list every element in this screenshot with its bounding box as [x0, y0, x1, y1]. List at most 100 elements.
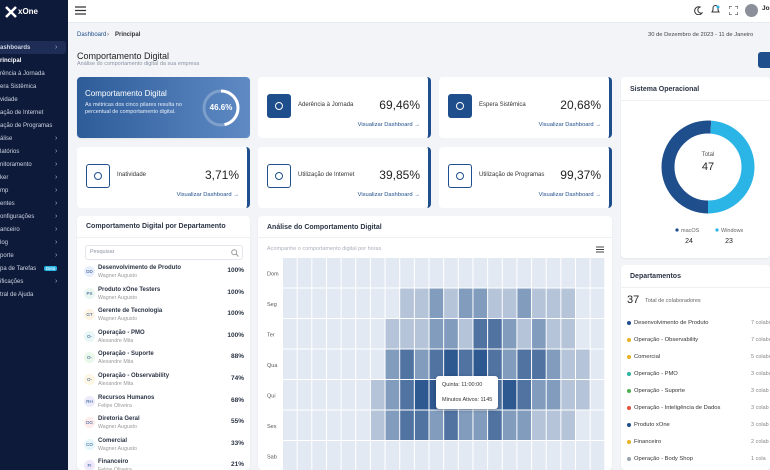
summary-card: Comportamento Digital As métricas dos ci… [77, 77, 250, 138]
nav-chevron: › [55, 148, 58, 155]
nav-item[interactable]: ação de Internet [0, 110, 44, 116]
nav-item[interactable]: porte [0, 253, 14, 259]
heat-cell [517, 410, 532, 440]
heat-cell [414, 441, 429, 470]
search-box[interactable]: Pesquisar [85, 245, 243, 260]
dept-badge: O- [84, 374, 95, 385]
heat-cell [561, 349, 575, 379]
heat-cell [297, 441, 312, 470]
legend-label: macOS [681, 228, 700, 234]
heat-cell [341, 441, 356, 470]
breadcrumb-sep: › [107, 32, 109, 38]
heat-cell [576, 380, 590, 410]
nav-item[interactable]: era Sistêmica [0, 84, 37, 90]
nav-item[interactable]: rência à Jornada [0, 71, 45, 77]
theme-toggle[interactable] [694, 6, 703, 15]
fullscreen[interactable] [729, 6, 738, 15]
heat-cell [414, 319, 429, 349]
heat-cell [429, 349, 444, 379]
tooltip: Quinta: 11:00:00 Minutos Ativos: 1145 [436, 376, 498, 409]
metric-link[interactable]: Visualizar Dashboard → [538, 122, 601, 128]
metric-link[interactable]: Visualizar Dashboard → [357, 122, 420, 128]
metric-link[interactable]: Visualizar Dashboard → [538, 192, 601, 198]
heat-cell [473, 258, 488, 288]
nav-item[interactable]: vidade [0, 97, 18, 103]
nav-item[interactable]: álise [0, 136, 13, 142]
avatar[interactable] [745, 4, 758, 17]
heat-cell [370, 441, 385, 470]
dept-badge: PX [84, 287, 95, 299]
topbar: Jo [68, 0, 770, 23]
heat-cell [532, 441, 546, 470]
divider [77, 237, 250, 238]
legend-value: 24 [685, 238, 693, 245]
nav-chevron: › [55, 213, 58, 220]
heat-cell [326, 288, 341, 318]
heat-cell [326, 441, 341, 470]
date-range[interactable]: 30 de Dezembro de 2023 - 11 de Janeiro [648, 32, 754, 38]
metric-icon-glyph [456, 102, 464, 110]
nav-item[interactable]: ação de Programas [0, 123, 53, 129]
filter-button[interactable] [758, 52, 770, 68]
nav-item[interactable]: mp [0, 188, 9, 194]
heat-cell [341, 288, 356, 318]
nav-item[interactable]: entes [0, 201, 15, 207]
nav-item[interactable]: log [0, 240, 9, 246]
heat-cell [385, 258, 400, 288]
dept-badge: O- [84, 330, 95, 342]
heat-cell [502, 441, 517, 470]
metric-link[interactable]: Visualizar Dashboard → [176, 192, 239, 198]
metric-icon [267, 164, 291, 188]
dept-name: Operação - PMO [634, 371, 678, 377]
row-label: Sex [267, 424, 277, 430]
dept-badge: O- [84, 352, 95, 364]
menu-button[interactable] [75, 6, 86, 15]
nav-item[interactable]: anceiro [0, 227, 20, 233]
dept-name: Operação - Body Shop [634, 456, 693, 462]
heat-cell [546, 319, 561, 349]
heat-cell [326, 410, 341, 440]
heat-cell [400, 288, 414, 318]
nav-item[interactable]: pa de Tarefas [0, 266, 37, 272]
metric-card: Utilização de Internet 39,85% Visualizar D… [258, 147, 431, 208]
notifications[interactable] [711, 5, 720, 15]
breadcrumb-link[interactable]: Dashboard [77, 32, 107, 38]
dept-name: Comercial [634, 354, 661, 360]
metric-icon-glyph [456, 172, 464, 180]
heat-cell [458, 258, 473, 288]
nav-item[interactable]: rincipal [0, 58, 22, 64]
row-label: Ter [267, 332, 275, 338]
dept-manager: Wagner Augusto [98, 424, 137, 431]
nav-item[interactable]: latórios [0, 149, 20, 155]
metric-value: 3,71% [204, 168, 239, 182]
heat-cell [444, 319, 458, 349]
metric-icon [86, 164, 110, 188]
heat-cell [385, 380, 400, 410]
heat-cell [326, 258, 341, 288]
heat-cell [429, 441, 444, 470]
legend-dot [715, 228, 719, 232]
nav-item[interactable]: ashboards [0, 45, 31, 51]
dept-badge: DG [84, 417, 95, 429]
nav-item[interactable]: onfigurações [0, 214, 35, 220]
row-label: Qui [267, 393, 276, 399]
dept-name: Recursos Humanos [98, 394, 155, 401]
metric-link[interactable]: Visualizar Dashboard → [357, 192, 420, 198]
heat-cell [356, 349, 370, 379]
heat-cell [429, 258, 444, 288]
dept-dot [627, 338, 631, 342]
nav-item[interactable]: nitoramento [0, 162, 32, 168]
heatmap-menu[interactable] [596, 246, 604, 253]
heat-cell [297, 349, 312, 379]
dept-value: 88% [230, 353, 244, 361]
os-total: 47 [702, 161, 714, 173]
dept-name: Produto xOne Testers [98, 286, 161, 293]
nav-item[interactable]: ker [0, 175, 9, 181]
metric-label: Utilização de Programas [479, 172, 545, 178]
heat-cell [414, 349, 429, 379]
nav-item[interactable]: tral de Ajuda [0, 292, 34, 298]
nav-item[interactable]: ificações [0, 279, 24, 285]
dept-name: Diretoria Geral [98, 416, 140, 423]
heat-cell [488, 410, 502, 440]
heat-cell [400, 349, 414, 379]
